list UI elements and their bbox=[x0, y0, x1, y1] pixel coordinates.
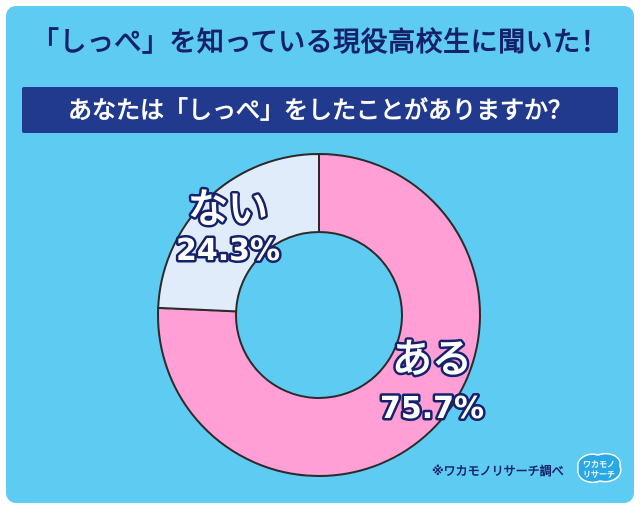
question-text: あなたは「しっぺ」をしたことがありますか？ bbox=[68, 96, 572, 124]
no-value: 24.3% bbox=[176, 233, 280, 268]
question-banner: あなたは「しっぺ」をしたことがありますか？ bbox=[22, 87, 618, 133]
donut-slice-no bbox=[157, 152, 320, 313]
wakamono-research-logo: ワカモノ リサーチ bbox=[577, 452, 622, 484]
source-credit: ※ワカモノリサーチ調べ bbox=[432, 464, 564, 478]
donut-slice-yes bbox=[157, 152, 481, 477]
yes-value: 75.7% bbox=[380, 391, 484, 426]
svg-text:ワカモノ: ワカモノ bbox=[583, 460, 615, 469]
svg-text:リサーチ: リサーチ bbox=[583, 470, 615, 479]
page-title: 「しっぺ」を知っている現役高校生に聞いた！ bbox=[31, 27, 609, 58]
no-label: ない bbox=[188, 186, 268, 232]
yes-label: ある bbox=[392, 336, 472, 382]
